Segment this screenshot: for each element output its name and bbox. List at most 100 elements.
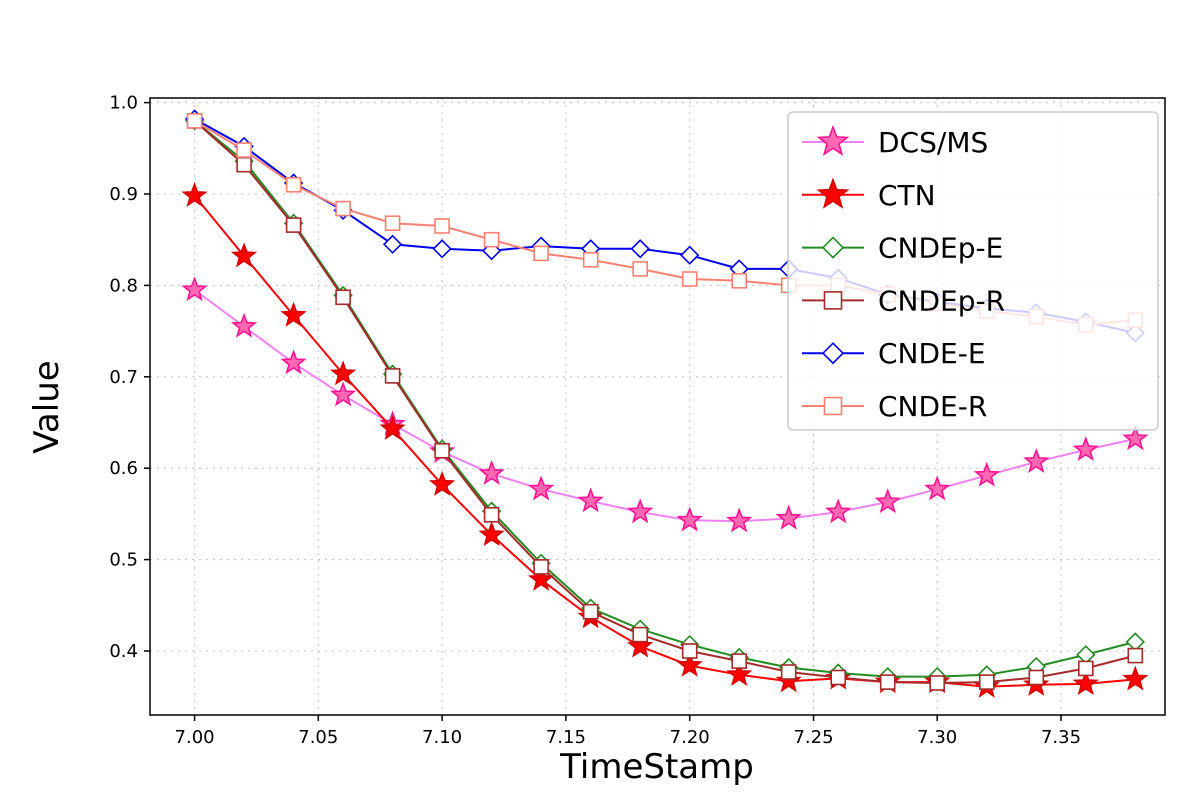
marker-star: [676, 651, 703, 677]
marker-star: [1122, 665, 1149, 691]
plot-border: [149, 97, 1166, 716]
marker-diamond: [382, 234, 403, 254]
marker-square: [335, 200, 351, 217]
legend-entry-CNDE-E: CNDE-E: [802, 337, 986, 370]
marker-diamond: [821, 236, 845, 259]
marker-square: [632, 626, 649, 643]
marker-star: [429, 470, 456, 496]
marker-square: [236, 142, 252, 158]
marker-star: [181, 276, 208, 302]
marker-square: [830, 669, 847, 686]
y-tick-label: 1.0: [109, 93, 138, 114]
marker-star: [726, 507, 753, 533]
marker-diamond: [432, 239, 452, 259]
x-tick-label: 7.05: [298, 727, 338, 748]
y-tick-label: 0.9: [109, 184, 138, 205]
marker-star: [816, 124, 850, 156]
marker-square: [186, 113, 203, 129]
marker-square: [483, 506, 500, 523]
x-axis-label: TimeStamp: [559, 747, 754, 787]
marker-star: [330, 360, 357, 386]
marker-star: [627, 498, 654, 524]
marker-star: [1023, 448, 1050, 473]
marker-star: [280, 349, 307, 375]
marker-star: [1122, 425, 1149, 451]
series-CNDEp-R: [186, 113, 1144, 691]
y-tick-label: 0.4: [109, 641, 138, 662]
marker-square: [780, 664, 797, 680]
marker-diamond: [680, 245, 700, 265]
marker-star: [528, 475, 555, 501]
marker-star: [528, 565, 555, 591]
marker-star: [181, 182, 208, 207]
legend-entry-DCS-MS: DCS/MS: [802, 124, 988, 159]
marker-star: [379, 415, 406, 441]
x-tick-label: 7.35: [1041, 727, 1081, 748]
marker-star: [676, 506, 703, 532]
marker-square: [681, 643, 698, 659]
y-tick-label: 0.8: [109, 275, 138, 296]
marker-square: [1078, 660, 1094, 677]
legend-entry-CNDEp-R: CNDEp-R: [802, 284, 1005, 317]
marker-star: [726, 660, 753, 686]
x-tick-label: 7.20: [670, 727, 710, 748]
marker-star: [973, 461, 1000, 487]
marker-star: [330, 381, 357, 407]
marker-square: [681, 271, 698, 287]
legend-entry-CNDEp-E: CNDEp-E: [802, 232, 1003, 265]
marker-square: [533, 559, 549, 575]
marker-square: [879, 674, 896, 690]
marker-star: [577, 487, 604, 513]
marker-diamond: [821, 342, 845, 365]
y-tick-label: 0.5: [109, 550, 138, 571]
legend-label: CTN: [878, 179, 936, 212]
tick-labels: 7.00 7.05 7.10 7.15 7.20 7.25 7.30 7.35 0.4 0.5 0.…: [109, 93, 1081, 748]
axes: [144, 97, 1166, 721]
x-tick-label: 7.30: [917, 727, 957, 748]
legend-label: CNDE-R: [878, 390, 987, 423]
series-CTN: [181, 182, 1149, 698]
y-tick-label: 0.6: [109, 458, 138, 479]
x-tick-label: 7.10: [422, 727, 462, 748]
marker-star: [230, 312, 258, 338]
marker-star: [924, 475, 951, 501]
marker-star: [825, 498, 852, 524]
legend-entry-CTN: CTN: [802, 177, 936, 212]
marker-square: [978, 674, 995, 690]
legend-box: [787, 111, 1159, 431]
marker-square: [384, 215, 401, 231]
marker-star: [816, 177, 850, 209]
marker-star: [230, 242, 258, 268]
marker-square: [582, 252, 599, 268]
marker-square: [335, 289, 351, 306]
series-line: [193, 120, 1136, 685]
marker-star: [775, 504, 802, 530]
y-axis-label: Value: [27, 360, 67, 453]
legend-label: CNDEp-E: [878, 232, 1003, 265]
marker-star: [874, 488, 901, 514]
marker-square: [434, 442, 450, 459]
marker-star: [1072, 436, 1099, 462]
marker-square: [483, 231, 500, 248]
marker-square: [731, 272, 748, 289]
legend-label: CNDE-E: [878, 337, 986, 370]
marker-square: [929, 675, 946, 691]
x-tick-label: 7.00: [175, 727, 215, 748]
marker-star: [1072, 670, 1099, 696]
marker-star: [280, 301, 307, 327]
marker-star: [775, 667, 802, 693]
x-tick-label: 7.15: [546, 727, 586, 748]
marker-square: [731, 653, 748, 669]
legend: DCS/MS CTN CNDEp-E CNDEp-R CNDE-E CNDE-R: [787, 111, 1159, 431]
x-tick-label: 7.25: [793, 727, 833, 748]
marker-square: [236, 156, 252, 173]
marker-star: [627, 632, 654, 658]
marker-square: [1028, 669, 1045, 686]
marker-square: [285, 177, 302, 193]
marker-square: [823, 291, 843, 310]
marker-square: [384, 368, 401, 384]
marker-square: [285, 217, 302, 233]
marker-square: [632, 261, 649, 277]
